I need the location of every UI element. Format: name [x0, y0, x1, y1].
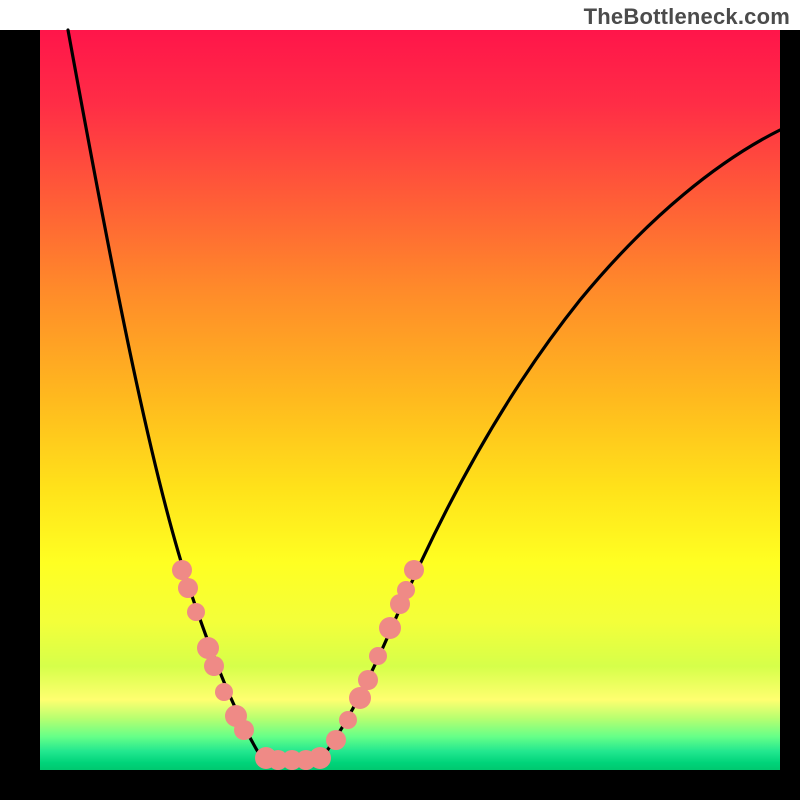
data-marker	[197, 637, 219, 659]
data-marker	[369, 647, 387, 665]
data-marker	[172, 560, 192, 580]
data-marker	[215, 683, 233, 701]
data-marker	[339, 711, 357, 729]
data-marker	[178, 578, 198, 598]
plot-background	[40, 30, 780, 770]
chart-svg	[0, 0, 800, 800]
data-marker	[204, 656, 224, 676]
data-marker	[326, 730, 346, 750]
chart-container	[0, 0, 800, 800]
data-marker	[187, 603, 205, 621]
watermark-text: TheBottleneck.com	[584, 4, 790, 30]
data-marker	[309, 747, 331, 769]
data-marker	[404, 560, 424, 580]
data-marker	[358, 670, 378, 690]
data-marker	[379, 617, 401, 639]
data-marker	[397, 581, 415, 599]
data-marker	[234, 720, 254, 740]
data-marker	[349, 687, 371, 709]
